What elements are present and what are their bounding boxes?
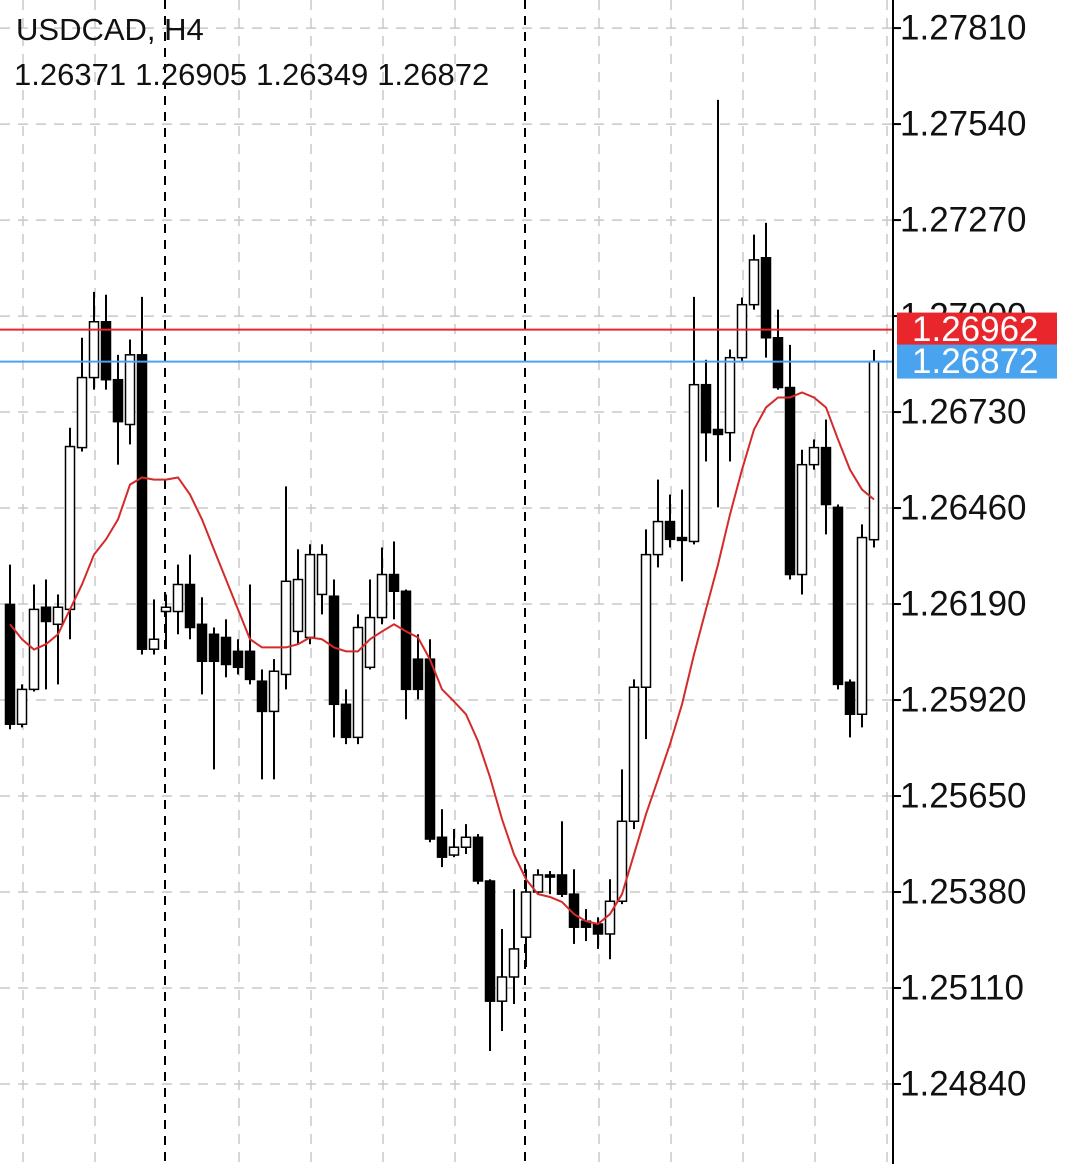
y-tick-label: 1.25920 [900,680,1027,719]
candle-body [40,606,52,623]
candle-body [328,595,340,706]
candle-body [136,354,148,650]
candle-body [832,506,844,686]
candle-body [664,520,676,541]
candle-body [808,446,820,466]
candle-body [484,880,496,1002]
candle-body [292,578,304,633]
candle-body [448,846,460,856]
candle-body [376,573,388,619]
grid [0,0,893,1164]
plot [0,99,893,1051]
candle-body [244,650,256,681]
candle-body [256,680,268,713]
price-label: 1.26962 [912,310,1039,349]
candle-body [16,688,28,725]
candle-body [520,891,532,938]
candle-body [388,573,400,592]
candle-body [340,703,352,739]
y-tick-label: 1.25650 [900,776,1027,815]
y-tick-label: 1.27540 [900,104,1027,143]
candle-body [460,836,472,848]
candle-body [436,836,448,858]
candle-body [160,606,172,613]
candle-body [532,874,544,893]
chart-title: USDCAD, H4 [16,12,204,47]
candle-body [76,376,88,449]
candle-body [640,553,652,688]
candle-body [196,623,208,663]
y-tick-label: 1.26460 [900,488,1027,527]
y-tick-label: 1.27810 [900,8,1027,47]
candle-body [796,463,808,576]
candle-body [472,836,484,882]
candle-body [280,580,292,676]
candle-body [712,428,724,436]
candle-body [784,386,796,576]
candle-body [856,536,868,716]
ohlc-high: 1.26905 [135,57,247,92]
candle-body [352,626,364,739]
y-tick-label: 1.24840 [900,1064,1027,1103]
candle-body [100,321,112,381]
candle-body [772,337,784,389]
candle-body [496,976,508,1002]
candle-body [868,360,880,541]
candle-body [628,686,640,823]
y-tick-label: 1.25380 [900,872,1027,911]
candle-body [220,636,232,666]
candle-body [508,948,520,978]
candle-body [208,633,220,663]
candle-body [64,445,76,611]
candle-body [88,321,100,379]
y-tick-label: 1.25110 [900,968,1024,1007]
ohlc-low: 1.26349 [256,57,368,92]
candle-body [4,603,16,725]
candle-body [172,583,184,613]
candle-body [148,638,160,650]
candle-body [412,658,424,691]
y-tick-label: 1.26190 [900,584,1027,623]
candle-body [424,658,436,840]
candle-body [652,520,664,556]
ohlc-header: 1.26371 1.26905 1.26349 1.26872 [14,57,489,92]
candle-body [556,874,568,895]
candle-body [724,356,736,434]
candle-body [184,583,196,629]
candle-body [736,303,748,359]
candle-body [52,606,64,626]
candle-body [700,383,712,434]
candle-body [760,257,772,339]
price-label-box [897,312,1057,347]
moving-average-line [9,391,875,926]
candle-body [400,590,412,691]
price-axis: 1.278101.275401.272701.270001.267301.264… [893,8,1057,1103]
ohlc-open: 1.26371 [14,57,126,92]
y-tick-label: 1.26730 [900,392,1027,431]
candle-body [616,820,628,903]
candle-body [112,378,124,423]
price-label: 1.26872 [912,342,1039,381]
candle-body [748,259,760,306]
candle-body [304,553,316,639]
candle-body [268,670,280,713]
candle-body [232,650,244,669]
candle-body [124,354,136,426]
candle-body [820,446,832,506]
candle-body [688,383,700,543]
candle-body [844,681,856,716]
price-label-box [897,344,1057,379]
y-tick-label: 1.27270 [900,200,1027,239]
ohlc-close: 1.26872 [377,57,489,92]
candle-body [544,874,556,878]
candle-body [316,553,328,596]
candle-body [676,536,688,542]
candle-body [592,923,604,935]
